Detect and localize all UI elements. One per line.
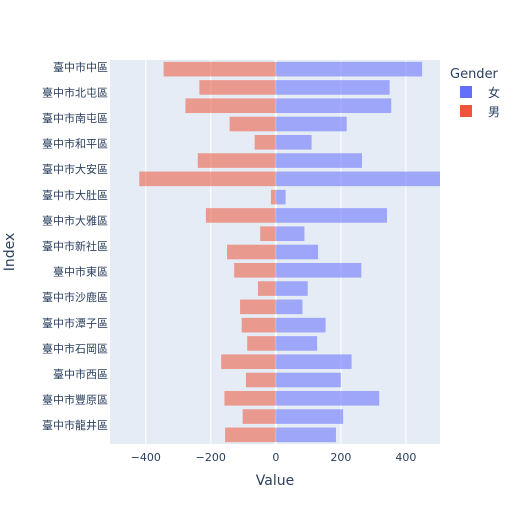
bar-male[interactable] bbox=[221, 354, 276, 370]
bar-male[interactable] bbox=[242, 409, 276, 424]
bar-female[interactable] bbox=[275, 317, 326, 333]
bar-female[interactable] bbox=[275, 390, 380, 406]
x-tick-label: 400 bbox=[395, 451, 416, 464]
y-tick-label: 臺中市大安區 bbox=[42, 162, 108, 176]
legend-item-male[interactable]: 男 bbox=[460, 105, 500, 119]
bar-female[interactable] bbox=[275, 262, 362, 278]
y-tick-label: 臺中市中區 bbox=[53, 60, 108, 74]
bar-male[interactable] bbox=[227, 244, 276, 260]
bar-female[interactable] bbox=[275, 61, 423, 77]
bar-male[interactable] bbox=[245, 372, 276, 388]
bar-male[interactable] bbox=[205, 208, 276, 223]
y-tick-label: 臺中市沙鹿區 bbox=[42, 290, 108, 304]
legend-item-female[interactable]: 女 bbox=[460, 85, 500, 100]
y-tick-label: 臺中市潭子區 bbox=[42, 316, 108, 330]
x-tick-label: −400 bbox=[131, 451, 161, 464]
bar-female[interactable] bbox=[275, 226, 305, 242]
x-tick-label: 0 bbox=[272, 451, 279, 464]
bar-female[interactable] bbox=[275, 244, 319, 260]
bar-male[interactable] bbox=[257, 281, 276, 296]
bar-female[interactable] bbox=[275, 134, 312, 150]
bar-female[interactable] bbox=[275, 354, 352, 370]
y-tick-label: 臺中市西區 bbox=[53, 367, 108, 381]
bar-male[interactable] bbox=[254, 134, 276, 150]
bar-female[interactable] bbox=[275, 281, 308, 296]
y-tick-label: 臺中市龍井區 bbox=[42, 418, 108, 432]
bar-female[interactable] bbox=[275, 189, 286, 205]
y-tick-label: 臺中市南屯區 bbox=[42, 111, 108, 125]
legend-label-male: 男 bbox=[488, 105, 500, 119]
bar-male[interactable] bbox=[224, 390, 276, 406]
y-axis-title: Index bbox=[2, 233, 18, 272]
y-axis-ticks: 臺中市中區臺中市北屯區臺中市南屯區臺中市和平區臺中市大安區臺中市大肚區臺中市大雅… bbox=[42, 60, 108, 432]
legend-swatch-male bbox=[460, 105, 472, 117]
bar-female[interactable] bbox=[275, 208, 388, 223]
x-axis-title: Value bbox=[256, 473, 294, 489]
bar-female[interactable] bbox=[275, 116, 347, 132]
bar-female[interactable] bbox=[275, 153, 362, 168]
bar-male[interactable] bbox=[199, 80, 276, 95]
bar-male[interactable] bbox=[225, 427, 276, 443]
y-tick-label: 臺中市大肚區 bbox=[42, 188, 108, 202]
x-tick-label: 200 bbox=[330, 451, 351, 464]
x-tick-label: −200 bbox=[196, 451, 226, 464]
bar-male[interactable] bbox=[240, 299, 276, 315]
legend-swatch-female bbox=[460, 86, 472, 98]
bar-female[interactable] bbox=[275, 98, 392, 114]
bar-male[interactable] bbox=[197, 153, 276, 168]
bar-female[interactable] bbox=[275, 299, 303, 315]
bar-female[interactable] bbox=[275, 409, 344, 424]
legend-title: Gender bbox=[450, 67, 499, 82]
bar-male[interactable] bbox=[229, 116, 276, 132]
bar-male[interactable] bbox=[163, 61, 276, 77]
bar-male[interactable] bbox=[270, 189, 276, 205]
legend-label-female: 女 bbox=[488, 85, 500, 100]
y-tick-label: 臺中市東區 bbox=[53, 265, 108, 279]
bar-female[interactable] bbox=[275, 427, 336, 443]
bar-female[interactable] bbox=[275, 171, 440, 187]
bar-male[interactable] bbox=[185, 98, 276, 114]
y-tick-label: 臺中市石岡區 bbox=[42, 341, 108, 355]
bar-male[interactable] bbox=[260, 226, 276, 242]
bar-male[interactable] bbox=[234, 262, 276, 278]
bar-female[interactable] bbox=[275, 372, 341, 388]
bar-female[interactable] bbox=[275, 80, 390, 95]
y-tick-label: 臺中市大雅區 bbox=[42, 213, 108, 227]
legend[interactable]: Gender 女 男 bbox=[450, 67, 500, 119]
y-tick-label: 臺中市豐原區 bbox=[42, 393, 108, 407]
bar-male[interactable] bbox=[247, 336, 276, 351]
x-axis-ticks: −400 −200 0 200 400 bbox=[131, 451, 417, 464]
y-tick-label: 臺中市新社區 bbox=[42, 239, 108, 253]
y-tick-label: 臺中市和平區 bbox=[42, 137, 108, 151]
bars bbox=[139, 61, 440, 443]
bar-male[interactable] bbox=[241, 317, 276, 333]
bar-female[interactable] bbox=[275, 336, 318, 351]
y-tick-label: 臺中市北屯區 bbox=[42, 85, 108, 99]
bar-male[interactable] bbox=[139, 171, 276, 187]
